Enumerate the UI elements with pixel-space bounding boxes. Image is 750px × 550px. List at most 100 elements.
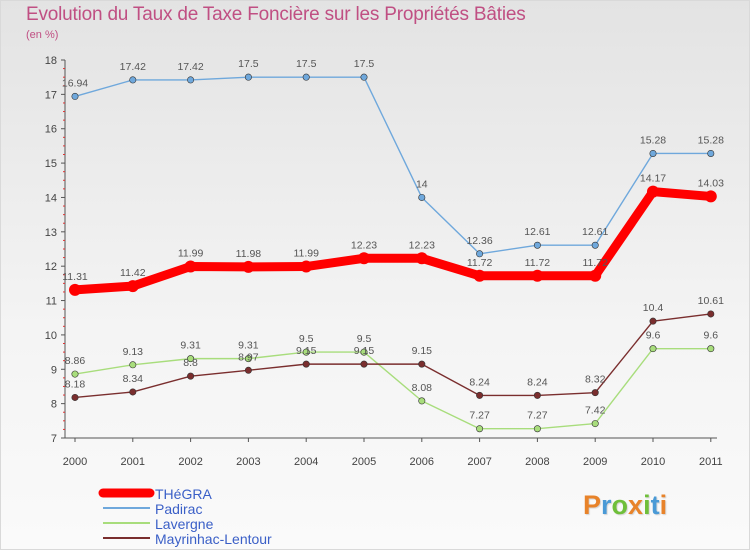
data-label: 15.28 bbox=[698, 134, 724, 146]
data-point bbox=[418, 397, 426, 405]
data-label: 12.23 bbox=[409, 239, 435, 251]
data-point bbox=[591, 420, 599, 428]
logo-letter: t bbox=[650, 490, 660, 520]
logo-letter: i bbox=[643, 490, 651, 520]
data-label: 14.03 bbox=[698, 177, 724, 189]
data-point bbox=[71, 370, 79, 378]
data-point bbox=[707, 149, 715, 157]
data-label: 11.72 bbox=[525, 257, 551, 269]
data-label: 17.5 bbox=[296, 58, 317, 70]
data-label: 8.24 bbox=[469, 376, 490, 388]
series-line-lavergne bbox=[74, 347, 712, 430]
y-tick-label: 9 bbox=[51, 364, 57, 376]
logo-letter: r bbox=[601, 490, 612, 520]
data-label: 7.42 bbox=[585, 405, 606, 417]
data-point bbox=[707, 345, 715, 353]
data-label: 8.86 bbox=[65, 355, 86, 367]
data-point bbox=[533, 241, 541, 249]
data-point bbox=[473, 269, 486, 282]
data-point bbox=[533, 391, 541, 399]
data-label: 11.98 bbox=[236, 248, 262, 260]
data-point bbox=[302, 360, 310, 368]
data-point bbox=[476, 391, 484, 399]
logo-letter: o bbox=[611, 490, 629, 520]
data-point bbox=[360, 73, 368, 81]
data-point bbox=[71, 393, 79, 401]
data-label: 9.31 bbox=[238, 340, 259, 352]
data-label: 9.31 bbox=[180, 340, 201, 352]
data-point bbox=[591, 389, 599, 397]
data-point bbox=[187, 76, 195, 84]
data-label: 10.61 bbox=[698, 295, 724, 307]
data-point bbox=[533, 425, 541, 433]
data-point bbox=[187, 372, 195, 380]
data-label: 17.42 bbox=[120, 61, 146, 73]
series-lines bbox=[70, 76, 716, 430]
data-label: 9.6 bbox=[703, 330, 718, 342]
series-points bbox=[69, 73, 717, 433]
y-tick-label: 12 bbox=[45, 261, 57, 273]
data-point bbox=[531, 269, 544, 282]
x-tick-label: 2004 bbox=[294, 456, 318, 468]
chart-axes: 7 8 9 10 11 12 13 14 15 16 17 18 2000 2001 2002 2003 200… bbox=[45, 55, 723, 468]
data-label: 9.6 bbox=[646, 330, 661, 342]
legend-label: Lavergne bbox=[155, 516, 214, 532]
y-tick-label: 13 bbox=[45, 227, 57, 239]
data-point bbox=[649, 149, 657, 157]
data-label: 9.5 bbox=[299, 333, 314, 345]
data-label: 8.8 bbox=[183, 357, 198, 369]
data-label: 10.4 bbox=[643, 302, 664, 314]
data-point bbox=[418, 360, 426, 368]
x-tick-label: 2001 bbox=[121, 456, 145, 468]
data-point bbox=[418, 193, 426, 201]
data-point bbox=[71, 92, 79, 100]
data-point bbox=[184, 260, 197, 273]
data-point bbox=[302, 73, 310, 81]
data-point bbox=[649, 317, 657, 325]
data-point bbox=[129, 388, 137, 396]
data-point bbox=[129, 361, 137, 369]
data-point bbox=[591, 241, 599, 249]
data-label: 11.72 bbox=[582, 257, 608, 269]
data-label: 8.34 bbox=[123, 373, 144, 385]
data-label: 8.18 bbox=[65, 378, 86, 390]
data-label: 8.08 bbox=[412, 382, 433, 394]
x-tick-label: 2005 bbox=[352, 456, 376, 468]
data-point bbox=[360, 360, 368, 368]
data-point bbox=[300, 260, 313, 273]
data-point bbox=[126, 280, 139, 293]
proxiti-logo: Proxiti bbox=[583, 490, 667, 521]
x-tick-label: 2007 bbox=[467, 456, 491, 468]
data-label: 7.27 bbox=[527, 410, 548, 422]
y-tick-label: 14 bbox=[45, 192, 57, 204]
data-point bbox=[476, 425, 484, 433]
data-point bbox=[244, 366, 252, 374]
logo-letter: i bbox=[659, 490, 668, 520]
y-tick-label: 17 bbox=[45, 89, 57, 101]
chart-title: Evolution du Taux de Taxe Foncière sur l… bbox=[26, 4, 526, 25]
data-label: 11.42 bbox=[120, 267, 146, 279]
y-tick-label: 16 bbox=[45, 124, 57, 136]
data-point bbox=[647, 185, 659, 198]
data-label: 17.5 bbox=[238, 58, 259, 70]
data-label: 8.24 bbox=[527, 376, 548, 388]
data-label: 11.99 bbox=[178, 248, 204, 260]
x-tick-label: 2009 bbox=[583, 456, 607, 468]
x-tick-label: 2011 bbox=[699, 456, 723, 468]
data-point bbox=[589, 269, 602, 282]
data-label: 14 bbox=[416, 178, 428, 190]
data-point bbox=[242, 260, 255, 273]
data-point bbox=[704, 190, 717, 203]
data-label: 9.13 bbox=[123, 346, 144, 358]
y-axis-unit-label: (en %) bbox=[26, 29, 59, 41]
series-line-padirac bbox=[74, 76, 712, 255]
data-label: 8.32 bbox=[585, 374, 606, 386]
data-label: 11.31 bbox=[62, 271, 88, 283]
point-labels: 16.94 17.42 17.42 17.5 17.5 17.5 14 12.36 12.61 1… bbox=[62, 58, 724, 422]
data-label: 12.36 bbox=[466, 235, 492, 247]
data-point bbox=[244, 73, 252, 81]
legend-label: Padirac bbox=[155, 501, 202, 517]
data-label: 9.15 bbox=[412, 345, 433, 357]
